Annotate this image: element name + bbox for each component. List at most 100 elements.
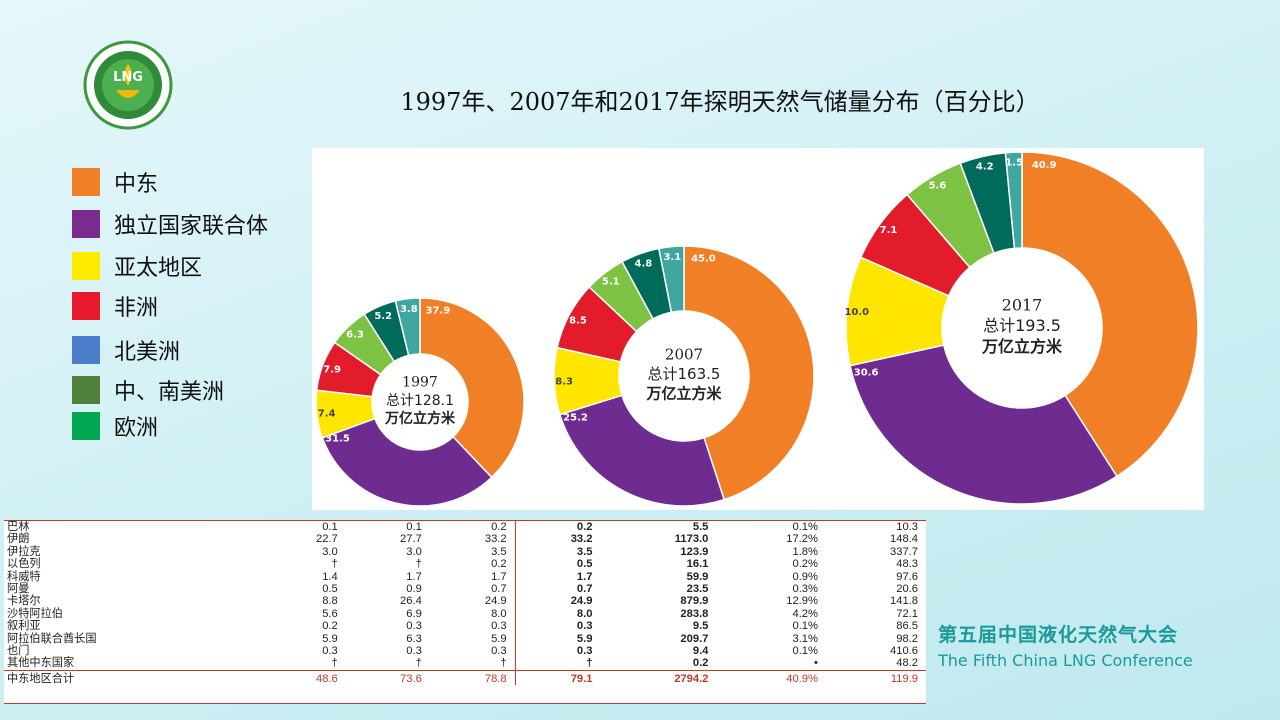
table-cell: 0.9% <box>792 570 818 583</box>
table-cell: 1.8% <box>792 545 818 558</box>
conference-name-en: The Fifth China LNG Conference <box>938 651 1193 670</box>
table-cell: 40.9% <box>716 669 826 686</box>
table-cell: 98.2 <box>896 632 918 645</box>
donut-slice <box>558 394 726 507</box>
table-cell: 209.7 <box>680 632 709 645</box>
table-cell: 0.3 <box>514 645 601 658</box>
table-row: 以色列 † † 0.2 0.5 16.1 0.2% 48.3 <box>4 558 926 571</box>
table-cell: 8.8 <box>322 595 338 608</box>
table-cell: 78.8 <box>429 669 516 686</box>
donut-value-label: 10.0 <box>844 307 869 318</box>
legend-item-asia-pacific: 亚太地区 <box>72 250 202 282</box>
donut-center-label: 万亿立方米 <box>645 385 722 403</box>
table-cell: 0.7 <box>491 583 507 596</box>
donut-value-label: 3.8 <box>400 304 418 315</box>
table-cell: 0.2 <box>692 657 709 670</box>
table-cell: 3.1% <box>792 632 818 645</box>
table-cell: 16.1 <box>686 558 709 571</box>
legend-item-africa: 非洲 <box>72 290 158 322</box>
table-cell: 148.4 <box>890 533 918 546</box>
donut-value-label: 3.1 <box>663 252 681 263</box>
donut-slice <box>321 417 493 507</box>
donut-center-label: 2017 <box>1002 295 1043 314</box>
table-cell: 0.2 <box>514 521 601 534</box>
table-cell: 6.3 <box>406 632 422 645</box>
table-row-name: 伊朗 <box>7 533 30 546</box>
table-cell: 141.8 <box>890 595 918 608</box>
table-cell: 97.6 <box>896 570 918 583</box>
legend-item-cis: 独立国家联合体 <box>72 208 268 240</box>
table-row-name: 以色列 <box>7 558 41 571</box>
table-row-name: 中东地区合计 <box>4 669 262 686</box>
donut-value-label: 7.1 <box>880 225 898 236</box>
table-row-name: 其他中东国家 <box>7 657 75 670</box>
donut-value-label: 45.0 <box>691 254 716 265</box>
table-cell: 337.7 <box>890 545 918 558</box>
reserves-table: 巴林 0.1 0.1 0.2 0.2 5.5 0.1% 10.3 伊朗 22.7 27.7 33.2 3… <box>4 520 926 704</box>
table-row-name: 伊拉克 <box>7 545 41 558</box>
table-cell: 0.3 <box>491 620 507 633</box>
table-cell: 283.8 <box>680 607 709 620</box>
table-cell: 5.6 <box>322 607 338 620</box>
table-cell: 8.0 <box>514 607 601 621</box>
table-cell: 0.7 <box>514 583 601 596</box>
table-cell: 8.0 <box>491 607 507 620</box>
table-cell: 6.9 <box>406 607 422 620</box>
table-row: 科威特 1.4 1.7 1.7 1.7 59.9 0.9% 97.6 <box>4 570 926 584</box>
table-cell: † <box>500 657 507 670</box>
table-row: 也门 0.3 0.3 0.3 0.3 9.4 0.1% 410.6 <box>4 645 926 658</box>
donut-value-label: 7.9 <box>323 364 341 375</box>
table-row: 其他中东国家 † † † † 0.2 • 48.2 <box>4 657 926 671</box>
table-cell: † <box>514 657 601 671</box>
table-cell: 3.0 <box>322 545 338 558</box>
table-cell: 72.1 <box>896 607 918 620</box>
donut-center-label: 万亿立方米 <box>981 337 1063 356</box>
donut-value-label: 8.3 <box>555 376 573 387</box>
table-cell: 20.6 <box>896 583 918 596</box>
donut-charts-svg: 37.931.57.47.96.35.23.81997总计128.1万亿立方米4… <box>315 151 1199 507</box>
table-row-name: 科威特 <box>7 570 41 583</box>
legend-label: 亚太地区 <box>114 256 203 281</box>
donut-value-label: 8.5 <box>569 315 587 326</box>
legend-label: 独立国家联合体 <box>114 214 269 239</box>
legend-swatch <box>72 376 100 404</box>
donut-center-label: 万亿立方米 <box>384 410 456 427</box>
table-cell: 0.1 <box>322 521 338 533</box>
table-cell: 0.2 <box>491 521 507 533</box>
table-cell: 0.2 <box>322 620 338 633</box>
slide-title: 1997年、2007年和2017年探明天然气储量分布（百分比） <box>400 88 1040 116</box>
table-cell: 5.9 <box>514 632 601 646</box>
table-cell: 410.6 <box>890 645 918 658</box>
table-cell: 26.4 <box>400 595 422 608</box>
legend-label: 中、南美洲 <box>114 380 225 405</box>
legend-swatch <box>72 336 100 364</box>
table-cell: 10.3 <box>896 521 918 533</box>
table-cell: 3.5 <box>514 545 601 559</box>
table-cell: † <box>331 558 338 571</box>
donut-slice <box>1021 151 1199 478</box>
donut-value-label: 6.3 <box>346 330 364 341</box>
table-row-name: 也门 <box>7 645 30 658</box>
donut-value-label: 30.6 <box>854 368 879 379</box>
table-row: 阿曼 0.5 0.9 0.7 0.7 23.5 0.3% 20.6 <box>4 583 926 596</box>
table-row-name: 阿拉伯联合酋长国 <box>7 632 97 645</box>
table-cell: 1.7 <box>514 570 601 584</box>
conference-name-cn: 第五届中国液化天然气大会 <box>938 624 1179 646</box>
legend-item-latin-america: 中、南美洲 <box>72 374 224 406</box>
table-cell: 0.2 <box>491 558 507 571</box>
legend-item-europe: 欧洲 <box>72 410 158 442</box>
donut-slice <box>419 297 525 479</box>
table-cell: 0.1 <box>406 521 422 533</box>
table-cell: 0.1% <box>792 521 818 533</box>
table-cell: 879.9 <box>680 595 709 608</box>
table-cell: 4.2% <box>792 607 818 620</box>
donut-slice <box>657 245 685 314</box>
table-cell: 24.9 <box>484 595 507 608</box>
table-cell: 123.9 <box>680 545 709 558</box>
table-cell: 59.9 <box>686 570 709 583</box>
legend-label: 北美洲 <box>114 340 181 365</box>
legend-swatch <box>72 168 100 196</box>
legend-label: 非洲 <box>114 296 159 321</box>
table-cell: 22.7 <box>315 533 338 546</box>
table-cell: 0.3 <box>322 645 338 658</box>
